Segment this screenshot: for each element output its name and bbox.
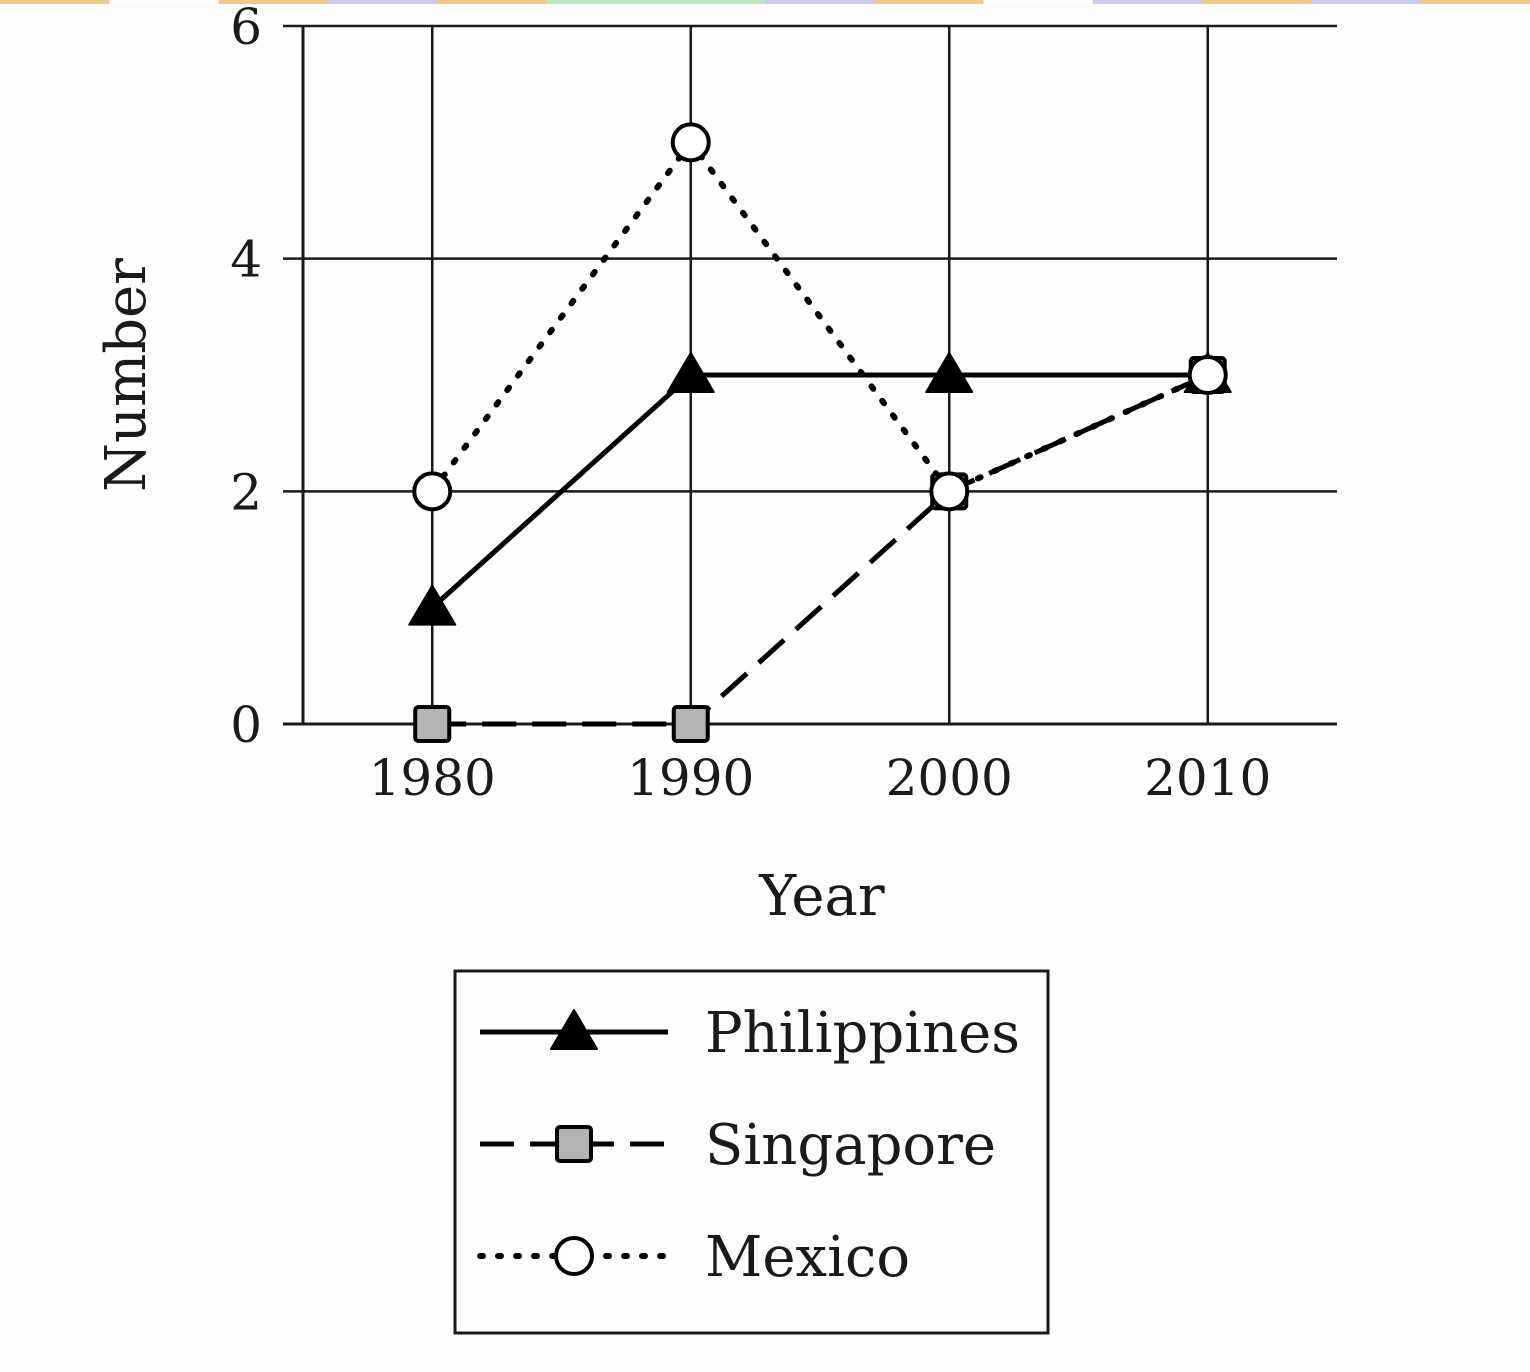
legend-label: Philippines (705, 1001, 1020, 1066)
triangle-marker (925, 352, 974, 393)
series-lines (429, 137, 1211, 727)
series-line-2 (429, 137, 1211, 496)
y-tick-label: 4 (230, 231, 262, 289)
legend-item: Singapore (480, 1113, 996, 1178)
square-marker (555, 1125, 593, 1163)
square-marker (413, 705, 452, 743)
series-line-1 (432, 372, 1209, 727)
x-tick-label: 1980 (369, 749, 496, 807)
triangle-marker (408, 584, 457, 626)
legend-item: Mexico (477, 1225, 910, 1290)
y-tick-label: 0 (230, 696, 262, 754)
triangle-marker (666, 352, 715, 393)
legend-label: Singapore (705, 1113, 996, 1178)
x-tick-label: 2000 (886, 749, 1013, 807)
y-tick-label: 6 (230, 0, 262, 56)
legend: Philippines Singapore Mexico (453, 969, 1050, 1335)
y-tick-label: 2 (230, 463, 262, 521)
circle-marker (412, 471, 453, 512)
circle-marker (554, 1236, 594, 1276)
x-tick-label: 1990 (627, 749, 754, 807)
x-axis-label: Year (758, 864, 885, 929)
y-tick-labels: 0 2 4 6 (230, 0, 262, 754)
circle-marker (670, 122, 711, 163)
x-tick-labels: 1980 1990 2000 2010 (369, 749, 1272, 807)
y-axis-label: Number (94, 258, 159, 492)
circle-marker (1187, 355, 1228, 395)
circle-marker (929, 471, 970, 512)
triangle-marker (550, 1009, 598, 1050)
legend-box (453, 969, 1050, 1335)
top-color-strip (0, 0, 1530, 4)
data-markers (408, 122, 1232, 743)
x-tick-label: 2010 (1144, 749, 1271, 807)
legend-item: Philippines (480, 1001, 1020, 1066)
square-marker (671, 705, 710, 743)
legend-label: Mexico (705, 1225, 910, 1290)
series-line-0 (430, 372, 1208, 610)
